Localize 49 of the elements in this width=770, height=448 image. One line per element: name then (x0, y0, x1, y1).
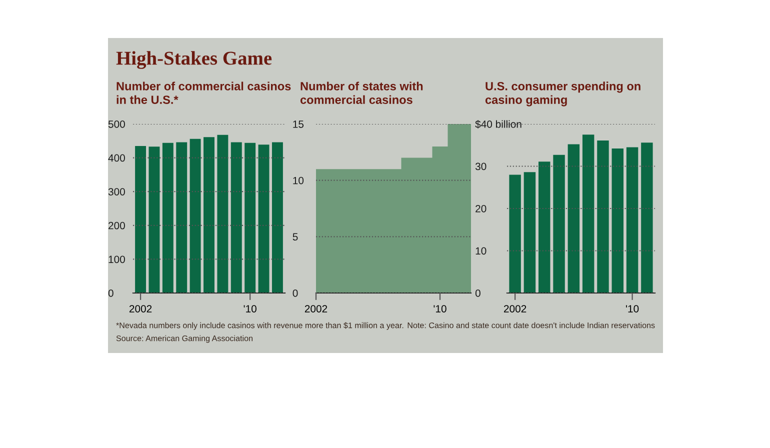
x-tick-label: '10 (626, 305, 639, 312)
bar (272, 142, 283, 293)
bar (176, 142, 188, 293)
bar (524, 172, 536, 293)
bar (612, 148, 624, 293)
y-tick-label: 0 (475, 290, 480, 297)
x-tick-label: 2002 (304, 305, 328, 312)
y-tick-label: 20 (476, 205, 486, 212)
y-tick-label: 0 (292, 290, 298, 297)
bar (162, 142, 174, 293)
bar (568, 144, 580, 293)
bar (190, 138, 201, 293)
bar (641, 142, 653, 293)
text: Note: Casino and state count date doesn't include Indian reservations (408, 322, 655, 328)
source-note: Source: American Gaming Association (116, 335, 252, 343)
y-tick-label: 10 (476, 247, 486, 255)
bar (582, 134, 594, 293)
text: High-Stakes Game (116, 51, 272, 69)
y-tick-label: 5 (292, 233, 298, 241)
bar (148, 146, 160, 293)
y-tick-label: 200 (108, 222, 125, 230)
y-tick-label: 30 (475, 162, 486, 170)
chart-title: Number of states with commercial casinos (300, 82, 423, 104)
bar (597, 140, 609, 293)
x-tick-label: 2002 (129, 305, 152, 312)
y-tick-label: 500 (108, 120, 125, 128)
text: *Nevada numbers only include casinos with revenue more than $1 million a year. (116, 322, 404, 330)
y-tick-label: 300 (108, 188, 125, 196)
bar (538, 162, 550, 293)
y-tick-label: 15 (293, 120, 304, 128)
x-tick-label: 2002 (504, 305, 526, 312)
chart-title: Number of commercial casinos in the U.S.* (116, 82, 291, 104)
y-tick-label: 100 (108, 256, 125, 264)
x-tick-label: '10 (434, 305, 446, 312)
bar (553, 154, 565, 293)
y-tick-label: 400 (108, 154, 125, 162)
chart-title: U.S. consumer spending on casino gaming (485, 82, 640, 106)
y-tick-label: $40 billion (475, 120, 522, 128)
bar (509, 174, 521, 293)
bar (135, 146, 146, 293)
bar (204, 137, 214, 293)
bar (230, 142, 242, 293)
bar (244, 142, 256, 293)
bar (626, 147, 638, 293)
bar (258, 144, 270, 293)
y-tick-label: 10 (293, 176, 304, 184)
x-tick-label: '10 (244, 305, 256, 312)
y-tick-label: 0 (108, 290, 114, 297)
bar (217, 134, 228, 293)
